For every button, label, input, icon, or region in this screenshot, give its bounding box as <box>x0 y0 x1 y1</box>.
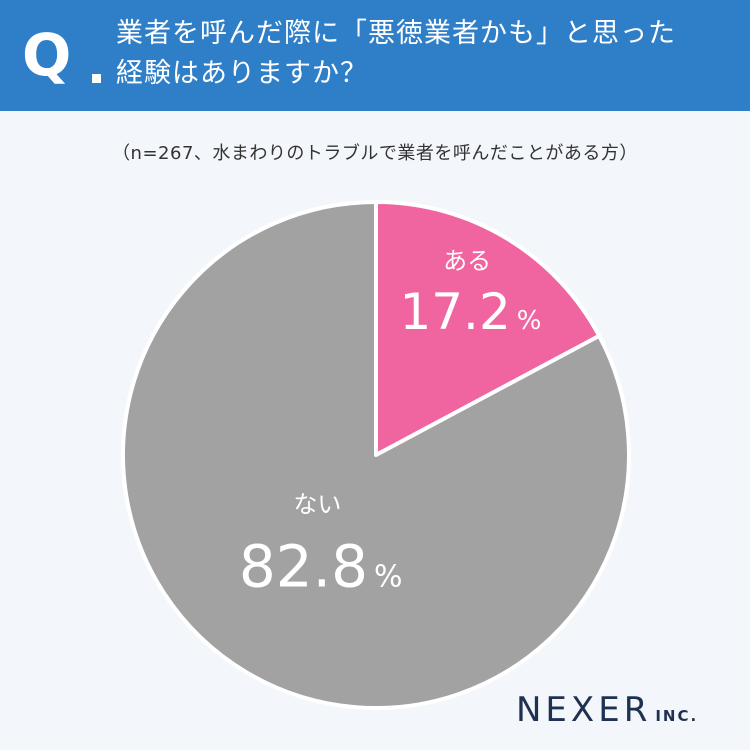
question-banner: Q 業者を呼んだ際に「悪徳業者かも」と思った 経験はありますか？ <box>0 0 750 111</box>
question-line-2: 経験はありますか？ <box>116 58 368 89</box>
sample-note: （n=267、水まわりのトラブルで業者を呼んだことがある方） <box>112 143 638 164</box>
q-dot <box>92 74 101 83</box>
pie-labels: ある 17.2 % ない 82.8% <box>239 247 542 600</box>
slice-category-label-nai: ない <box>293 491 341 519</box>
question-line-1: 業者を呼んだ際に「悪徳業者かも」と思った <box>116 18 676 49</box>
slice-unit-label-aru: % <box>517 306 542 336</box>
slice-unit-label-nai: % <box>374 560 403 595</box>
slice-category-label-aru: ある <box>443 247 491 275</box>
slice-value-label-nai: 82.8 <box>239 533 368 601</box>
pie-slices <box>121 200 631 710</box>
pie-slice-nai <box>121 200 631 710</box>
question-text: 業者を呼んだ際に「悪徳業者かも」と思った 経験はありますか？ <box>116 14 736 94</box>
nexer-logo: NEXER INC. <box>516 690 698 730</box>
logo-sub-text: INC. <box>655 707 699 725</box>
q-label: Q <box>22 21 72 89</box>
pie-slice-aru <box>374 200 602 457</box>
logo-main-text: NEXER <box>516 690 652 730</box>
slice-value-label-aru: 17.2 <box>399 283 510 341</box>
